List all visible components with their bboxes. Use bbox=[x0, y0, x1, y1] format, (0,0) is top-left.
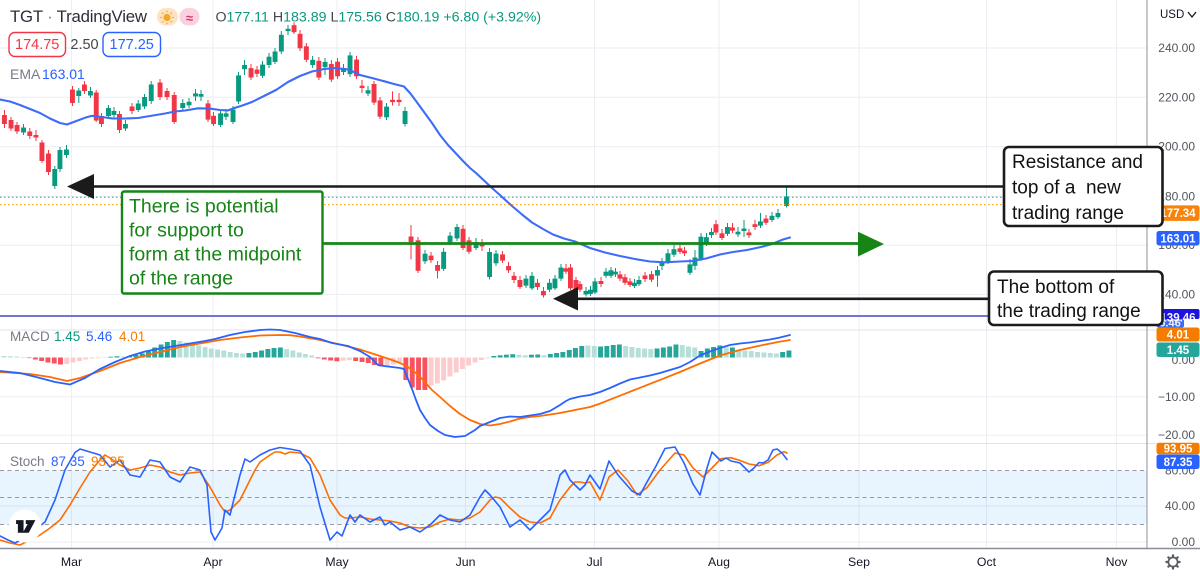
svg-text:≈: ≈ bbox=[186, 11, 193, 26]
svg-text:5.46: 5.46 bbox=[1159, 318, 1180, 330]
svg-text:Resistance and: Resistance and bbox=[1012, 152, 1143, 173]
svg-text:Jun: Jun bbox=[456, 555, 476, 569]
svg-text:40.00: 40.00 bbox=[1165, 499, 1195, 513]
svg-text:Stoch: Stoch bbox=[10, 454, 45, 469]
svg-text:0.00: 0.00 bbox=[1172, 535, 1196, 549]
svg-text:O177.11 H183.89 L175.56 C180.1: O177.11 H183.89 L175.56 C180.19 +6.80 (+… bbox=[216, 10, 542, 26]
svg-text:163.01: 163.01 bbox=[42, 66, 85, 82]
svg-text:There is potential: There is potential bbox=[129, 196, 279, 218]
svg-text:form at the midpoint: form at the midpoint bbox=[129, 244, 302, 266]
svg-text:top of a new: top of a new bbox=[1012, 178, 1121, 199]
svg-text:of the range: of the range bbox=[129, 268, 233, 290]
svg-text:200.00: 200.00 bbox=[1158, 140, 1195, 154]
svg-text:240.00: 240.00 bbox=[1158, 41, 1195, 55]
svg-text:174.75: 174.75 bbox=[15, 37, 59, 53]
svg-text:trading range: trading range bbox=[1012, 203, 1124, 224]
svg-text:May: May bbox=[325, 555, 349, 569]
svg-text:5.46: 5.46 bbox=[86, 329, 112, 344]
svg-text:140.00: 140.00 bbox=[1158, 288, 1195, 302]
svg-text:Jul: Jul bbox=[587, 555, 603, 569]
svg-text:Sep: Sep bbox=[848, 555, 870, 569]
svg-text:−20.00: −20.00 bbox=[1158, 428, 1195, 442]
svg-text:177.25: 177.25 bbox=[110, 37, 154, 53]
svg-text:4.01: 4.01 bbox=[1167, 330, 1190, 342]
svg-text:87.35: 87.35 bbox=[1164, 457, 1193, 469]
svg-text:87.35: 87.35 bbox=[51, 454, 85, 469]
svg-text:Mar: Mar bbox=[61, 555, 82, 569]
svg-text:177.34: 177.34 bbox=[1160, 208, 1196, 220]
svg-text:Oct: Oct bbox=[977, 555, 997, 569]
svg-text:4.01: 4.01 bbox=[119, 329, 145, 344]
svg-text:180.00: 180.00 bbox=[1158, 190, 1195, 204]
svg-text:−10.00: −10.00 bbox=[1158, 390, 1195, 404]
svg-text:for support to: for support to bbox=[129, 220, 244, 242]
svg-text:TGT · TradingView: TGT · TradingView bbox=[10, 7, 148, 26]
svg-text:93.95: 93.95 bbox=[1164, 443, 1193, 455]
svg-text:2.50: 2.50 bbox=[70, 37, 98, 53]
svg-text:The bottom of: The bottom of bbox=[997, 277, 1115, 298]
svg-text:1.45: 1.45 bbox=[1167, 345, 1190, 357]
svg-text:93.95: 93.95 bbox=[91, 454, 125, 469]
svg-text:220.00: 220.00 bbox=[1158, 90, 1195, 104]
svg-text:the trading range: the trading range bbox=[997, 301, 1141, 322]
svg-text:Nov: Nov bbox=[1106, 555, 1129, 569]
svg-text:Aug: Aug bbox=[708, 555, 730, 569]
svg-text:MACD: MACD bbox=[10, 329, 50, 344]
svg-text:163.01: 163.01 bbox=[1160, 233, 1196, 245]
svg-text:EMA: EMA bbox=[10, 66, 41, 82]
svg-text:1.45: 1.45 bbox=[54, 329, 80, 344]
svg-text:139.46: 139.46 bbox=[1160, 313, 1195, 325]
svg-text:USD: USD bbox=[1160, 9, 1184, 21]
svg-text:Apr: Apr bbox=[203, 555, 222, 569]
